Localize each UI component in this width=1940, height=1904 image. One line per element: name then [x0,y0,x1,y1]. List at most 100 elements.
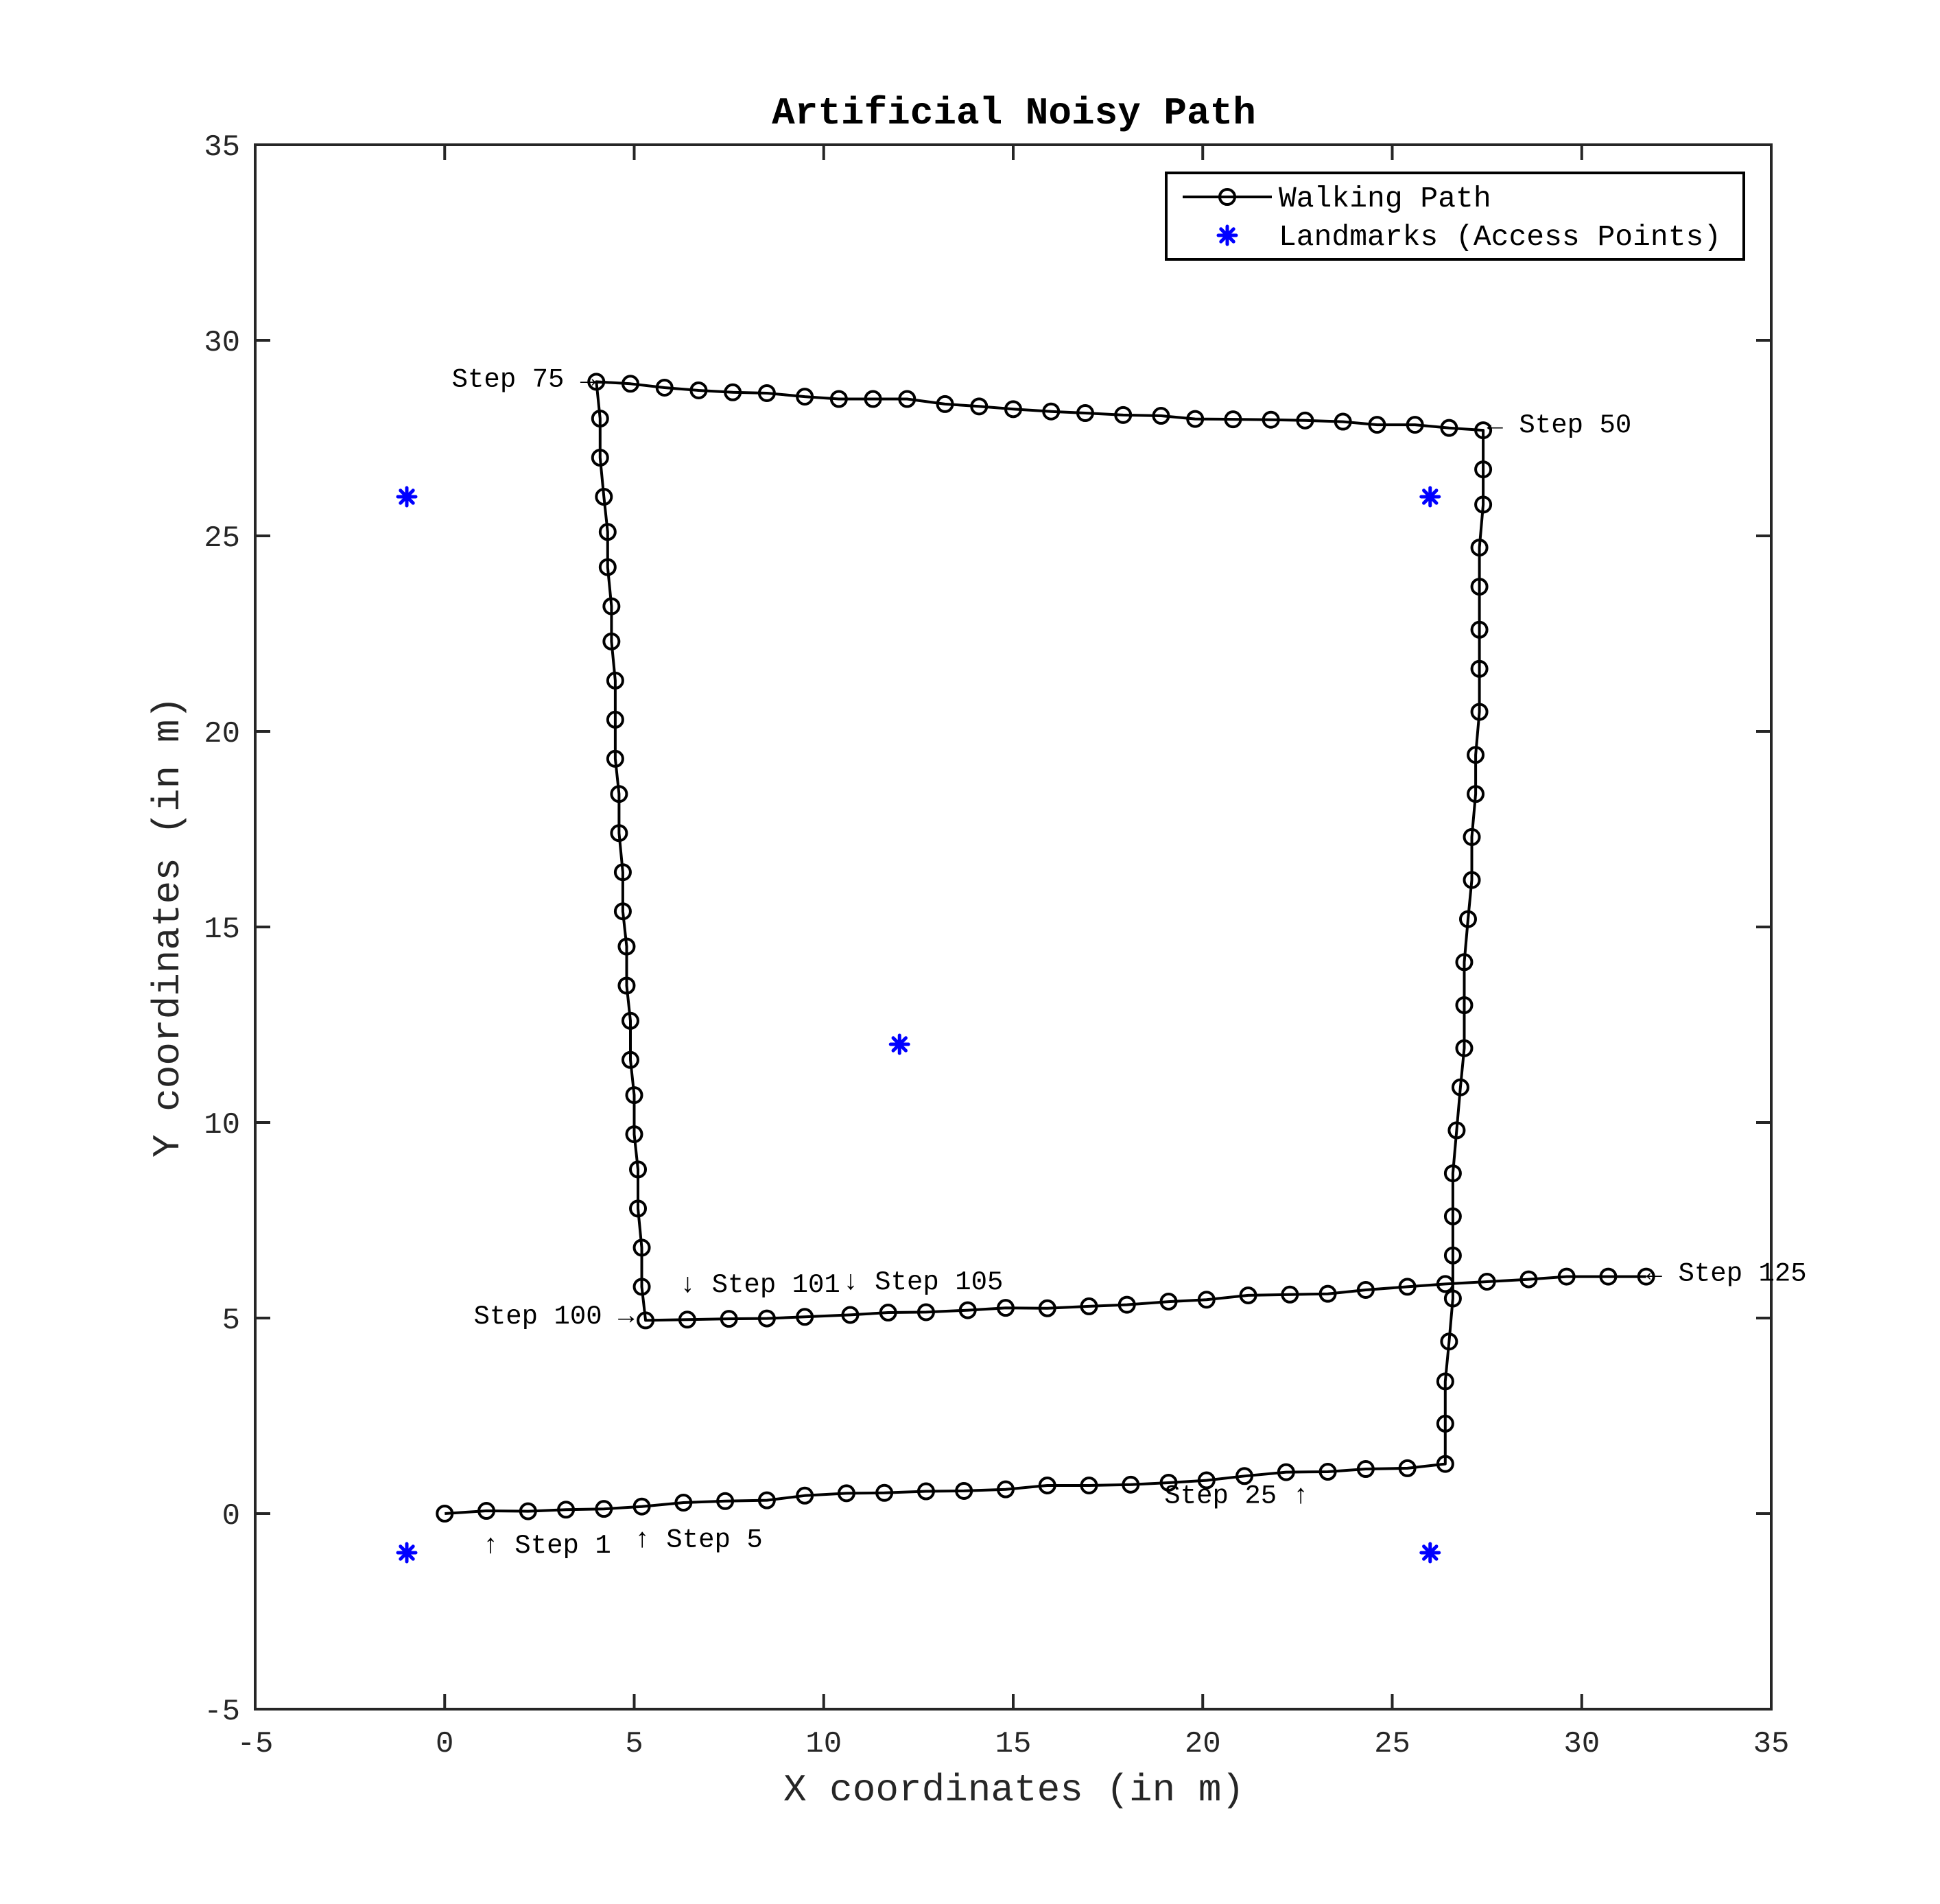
walking-path-point [606,749,624,768]
walking-path-point [1152,407,1170,425]
landmark-point-stroke [1422,1544,1439,1561]
walking-path-point [796,1308,814,1326]
axis-ticks [254,143,1773,1711]
annotation-layer: ↑ Step 1 ↑ Step 5 Step 25 ↑ ← Step 50 Step 7… [452,364,1807,1561]
walking-path-point [1519,1270,1538,1289]
landmark-point-stroke [399,489,415,505]
walking-path-point [1114,406,1133,424]
walking-path-point [875,1483,894,1502]
walking-path-point [621,1050,639,1069]
x-tick-label: 5 [625,1727,643,1761]
y-tick-label: 0 [222,1499,240,1533]
y-tick-labels: -5 0 5 10 15 20 25 30 35 [204,130,240,1729]
landmark-point-stroke [399,1544,415,1561]
walking-path-point [1296,411,1314,430]
walking-path-point [996,1299,1015,1317]
walking-path-point [1478,1272,1496,1291]
walking-path-point [1443,1207,1462,1225]
walking-path-point [879,1304,897,1322]
walking-path-point [610,785,628,803]
walking-path-point [1451,1078,1469,1096]
walking-path-point [655,378,674,397]
walking-path-point [1398,1459,1417,1477]
x-axis-label: X coordinates (in m) [783,1768,1244,1812]
legend-label-walking-path: Walking Path [1279,182,1491,215]
walking-path-point [629,1160,648,1179]
landmark-point [888,1033,910,1055]
walking-path-point [1470,659,1489,678]
step-annotation: ← Step 125 [1646,1258,1807,1289]
y-tick-label: 30 [204,326,240,360]
walking-path-point [1318,1284,1337,1303]
walking-path-point [1186,410,1205,428]
walking-path-point [1042,402,1061,421]
legend-path-marker [1218,188,1236,206]
legend-landmark-marker [1216,224,1238,246]
walking-path-point [1467,746,1485,764]
x-tick-label: 20 [1185,1727,1221,1761]
walking-path-point [1368,416,1386,434]
walking-path-point [610,824,628,843]
walking-path-point [757,1309,776,1328]
step-annotation: Step 75 → [452,364,597,395]
step-annotation: ↓ Step 105 [842,1267,1003,1297]
landmark-point-stroke [891,1036,908,1053]
x-tick-label: 15 [995,1727,1032,1761]
walking-path-point [1455,1039,1474,1057]
walking-path-point [519,1502,537,1520]
walking-path-point [625,1125,643,1144]
walking-path-point [958,1301,977,1319]
y-tick-label: 15 [204,913,240,947]
y-tick-label: 35 [204,130,240,165]
walking-path-point [1038,1299,1056,1317]
walking-path-point [602,632,621,650]
walking-path-point [841,1306,860,1324]
walking-path-point [1440,419,1458,437]
y-axis-label: Y coordinates (in m) [146,696,190,1157]
walking-path-point [1474,495,1493,514]
walking-path-point [796,1486,814,1505]
walking-path-point [1406,416,1424,434]
walking-path-point [1159,1293,1178,1311]
walking-path-point [632,1278,651,1296]
x-tick-label: 10 [805,1727,842,1761]
walking-path-point [1122,1475,1140,1494]
walking-path-point [1443,1164,1462,1183]
walking-path-point [996,1480,1015,1498]
legend-box [1165,172,1745,261]
walking-path-point [591,449,609,467]
walking-path-point [617,937,636,956]
walking-path-point [629,1199,648,1218]
walking-path-point [595,488,613,506]
walking-path-point [1455,953,1474,972]
landmark-point [1419,1542,1441,1564]
x-tick-label: -5 [237,1727,274,1761]
walking-path-point [1281,1285,1299,1304]
walking-path-point [1463,827,1481,846]
step-annotation: Step 100 → [473,1302,635,1332]
walking-path-point [595,1500,613,1518]
x-tick-label: 35 [1753,1727,1790,1761]
y-tick-label: 25 [204,521,240,556]
walking-path-point [1224,410,1242,429]
walking-path-point [720,1310,738,1328]
legend-asterisk-stroke [1219,227,1235,244]
series-layer [396,373,1655,1564]
walking-path-point [757,1491,776,1509]
walking-path-point [1197,1291,1216,1309]
walking-path-point [613,863,632,882]
walking-path-point [689,381,708,399]
walking-path-point [898,390,916,408]
y-tick-label: 20 [204,717,240,751]
walking-path-point [598,558,617,576]
landmark-point-stroke [1422,489,1439,505]
walking-path-point [591,410,609,427]
walking-path-point [436,1505,454,1523]
landmark-point [1419,486,1441,508]
walking-path-point [1440,1332,1458,1351]
walking-path-point [632,1497,651,1516]
walking-path-point [1080,1476,1098,1494]
walking-path-point [829,390,848,408]
walking-path-point [916,1482,935,1501]
walking-path-point [1334,412,1352,431]
